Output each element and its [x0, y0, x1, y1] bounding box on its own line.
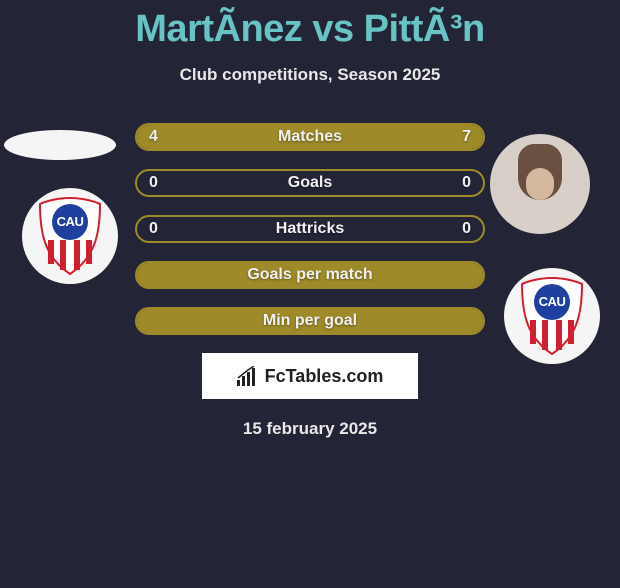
stat-label: Goals per match: [247, 266, 372, 284]
stat-row: 4 7 Matches: [135, 123, 485, 151]
stat-value-right: 0: [462, 220, 471, 238]
stat-value-right: 0: [462, 174, 471, 192]
stat-row: 0 0 Hattricks: [135, 215, 485, 243]
subtitle: Club competitions, Season 2025: [0, 65, 620, 85]
stat-value-left: 0: [149, 220, 158, 238]
stat-row: 0 0 Goals: [135, 169, 485, 197]
stat-value-left: 0: [149, 174, 158, 192]
stat-label: Hattricks: [276, 220, 344, 238]
page-title: MartÃ­nez vs PittÃ³n: [0, 8, 620, 51]
stats-list: 4 7 Matches 0 0 Goals 0 0 Hattricks Goals per mat…: [0, 123, 620, 335]
stat-row: Goals per match: [135, 261, 485, 289]
chart-icon: [237, 366, 259, 386]
stat-value-left: 4: [149, 128, 158, 146]
stat-label: Matches: [278, 128, 342, 146]
stat-label: Goals: [288, 174, 332, 192]
brand-bar: FcTables.com: [202, 353, 418, 399]
date-text: 15 february 2025: [0, 419, 620, 439]
brand-text: FcTables.com: [265, 366, 384, 387]
stat-value-right: 7: [462, 128, 471, 146]
stat-row: Min per goal: [135, 307, 485, 335]
stat-label: Min per goal: [263, 312, 357, 330]
